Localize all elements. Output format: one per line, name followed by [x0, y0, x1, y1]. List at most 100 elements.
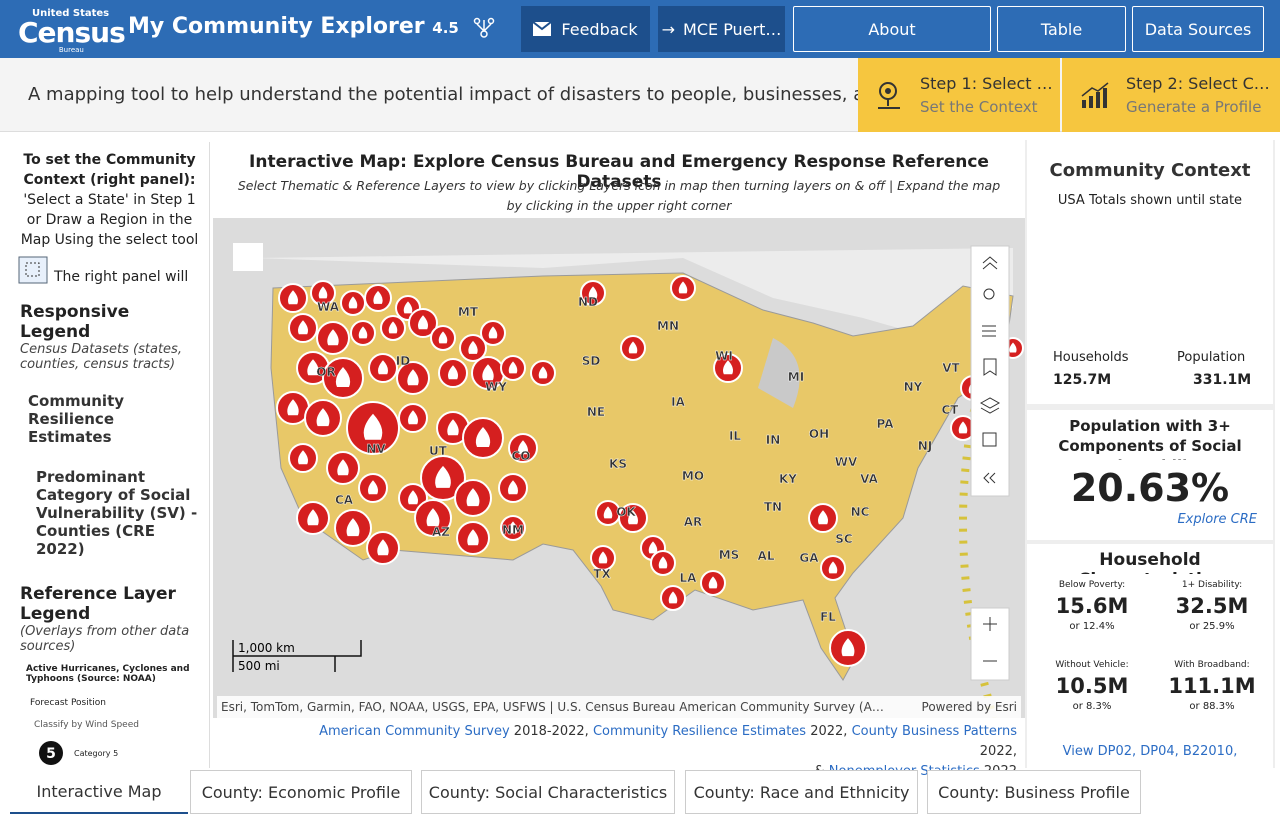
households-value: 125.7M — [1053, 372, 1112, 388]
select-tool[interactable] — [233, 243, 263, 271]
view-link[interactable]: View DP02, DP04, B22010, — [1062, 744, 1238, 759]
flame — [363, 413, 383, 440]
tab-bar: Interactive Map County: Economic Profile C… — [0, 768, 1280, 823]
flame — [418, 315, 428, 330]
flame — [307, 509, 319, 526]
app-title-text: My Community Explorer — [128, 14, 425, 39]
census-logo[interactable]: United States Census Bureau — [18, 9, 126, 54]
zoom-controls — [970, 607, 1010, 681]
state-label: WV — [835, 455, 858, 469]
share-icon[interactable] — [472, 16, 496, 40]
source-link[interactable]: American Community Survey — [319, 724, 510, 739]
state-label: SC — [835, 532, 853, 546]
state-label: IL — [729, 429, 741, 443]
state-label: AR — [684, 515, 703, 529]
map[interactable]: WA OR ID MT ND MN SD WY NV UT CO NE IA WI MI NY VT CT PA NJ… — [213, 218, 1025, 718]
flame — [841, 638, 855, 657]
search-button[interactable] — [983, 288, 995, 300]
legend: Responsive Legend Census Datasets (state… — [10, 294, 209, 768]
intro-text: 'Select a State' in Step 1 or Draw a Reg… — [20, 192, 199, 248]
collapse-button[interactable] — [982, 256, 998, 270]
flame — [335, 367, 351, 387]
source-link[interactable]: County Business Patterns — [851, 724, 1017, 739]
basemap-button[interactable] — [982, 432, 997, 447]
flame — [447, 419, 459, 436]
left-panel: To set the Community Context (right pane… — [10, 142, 210, 768]
flame — [288, 290, 298, 305]
flame — [678, 281, 688, 294]
tab[interactable]: County: Race and Ethnicity — [685, 770, 918, 814]
button-label: Table — [1040, 19, 1083, 39]
state-label: NE — [587, 405, 605, 419]
state-label: NV — [366, 442, 386, 456]
select-tool-icon[interactable] — [18, 256, 48, 284]
step-2[interactable]: Step 2: Select C… Generate a Profile — [1062, 58, 1280, 132]
tab[interactable]: County: Economic Profile — [190, 770, 412, 814]
svg-text:5: 5 — [46, 746, 56, 762]
bookmark-button[interactable] — [983, 358, 997, 376]
button-label: About — [868, 19, 916, 39]
flame — [348, 296, 358, 309]
logo-text: Census — [18, 16, 126, 49]
zoom-in[interactable] — [983, 617, 997, 631]
flame — [518, 440, 528, 455]
stat-value: 15.6M — [1055, 594, 1129, 618]
feedback-button[interactable]: Feedback — [521, 6, 650, 52]
attribution: Esri, TomTom, Garmin, FAO, NOAA, USGS, E… — [221, 700, 884, 714]
flame — [408, 490, 418, 505]
state-label: KS — [609, 457, 627, 471]
stat-label: Without Vehicle: — [1055, 660, 1129, 670]
stat-value: 10.5M — [1055, 674, 1129, 698]
state-label: FL — [820, 610, 836, 624]
map-toolbar — [970, 245, 1010, 497]
subheader: A mapping tool to help understand the po… — [0, 58, 1280, 132]
stat-pct: or 88.3% — [1189, 701, 1235, 712]
hurricane-icon: 5 — [39, 741, 63, 765]
chart-icon — [1081, 82, 1109, 108]
state-label: MT — [458, 305, 479, 319]
version: 4.5 — [432, 19, 459, 37]
state-label: VT — [942, 361, 960, 375]
table-button[interactable]: Table — [997, 6, 1126, 52]
state-label: CT — [942, 403, 960, 417]
intro-title: To set the Community Context (right pane… — [23, 152, 196, 188]
legend-button[interactable] — [982, 325, 996, 337]
sv-link[interactable]: Explore CRE — [1177, 512, 1257, 527]
state-label: LA — [680, 571, 698, 585]
flame — [407, 369, 419, 386]
flame — [482, 364, 494, 381]
tab[interactable]: County: Business Profile — [927, 770, 1141, 814]
stat-value: 111.1M — [1168, 674, 1256, 698]
button-label: Feedback — [561, 19, 638, 39]
data-sources-button[interactable]: Data Sources — [1132, 6, 1264, 52]
flame — [658, 556, 668, 569]
flame — [373, 290, 383, 304]
state-label: ID — [396, 354, 410, 368]
context-title: Community Context — [1049, 160, 1251, 181]
attribution-bar: Esri, TomTom, Garmin, FAO, NOAA, USGS, E… — [217, 696, 1021, 718]
expand-button[interactable] — [983, 472, 996, 484]
layers-button[interactable] — [979, 397, 1001, 414]
map-subtitle: Select Thematic & Reference Layers to vi… — [237, 178, 1001, 213]
stat-label: With Broadband: — [1174, 660, 1250, 670]
mce-button[interactable]: → MCE Puert… — [658, 6, 785, 52]
scale-mi: 500 mi — [238, 659, 280, 673]
map-title: Interactive Map: Explore Census Bureau a… — [249, 152, 989, 192]
flame — [628, 510, 638, 525]
flame — [408, 410, 418, 425]
about-button[interactable]: About — [793, 6, 991, 52]
flame — [508, 361, 518, 374]
legend-subtitle: (Overlays from other data sources) — [20, 624, 190, 654]
tab[interactable]: Interactive Map — [10, 770, 188, 814]
classify-label: Classify by Wind Speed — [34, 720, 139, 730]
flame — [708, 576, 718, 589]
context-card: Community Context USA Totals shown until… — [1027, 140, 1273, 404]
state-label: WA — [317, 300, 340, 314]
scale-km: 1,000 km — [238, 641, 295, 655]
source-link[interactable]: Community Resilience Estimates — [592, 724, 807, 739]
flame — [468, 340, 478, 354]
step-1[interactable]: Step 1: Select … Set the Context — [858, 58, 1060, 132]
flame — [598, 551, 608, 564]
tab[interactable]: County: Social Characteristics — [421, 770, 675, 814]
state-label: SD — [582, 354, 601, 368]
